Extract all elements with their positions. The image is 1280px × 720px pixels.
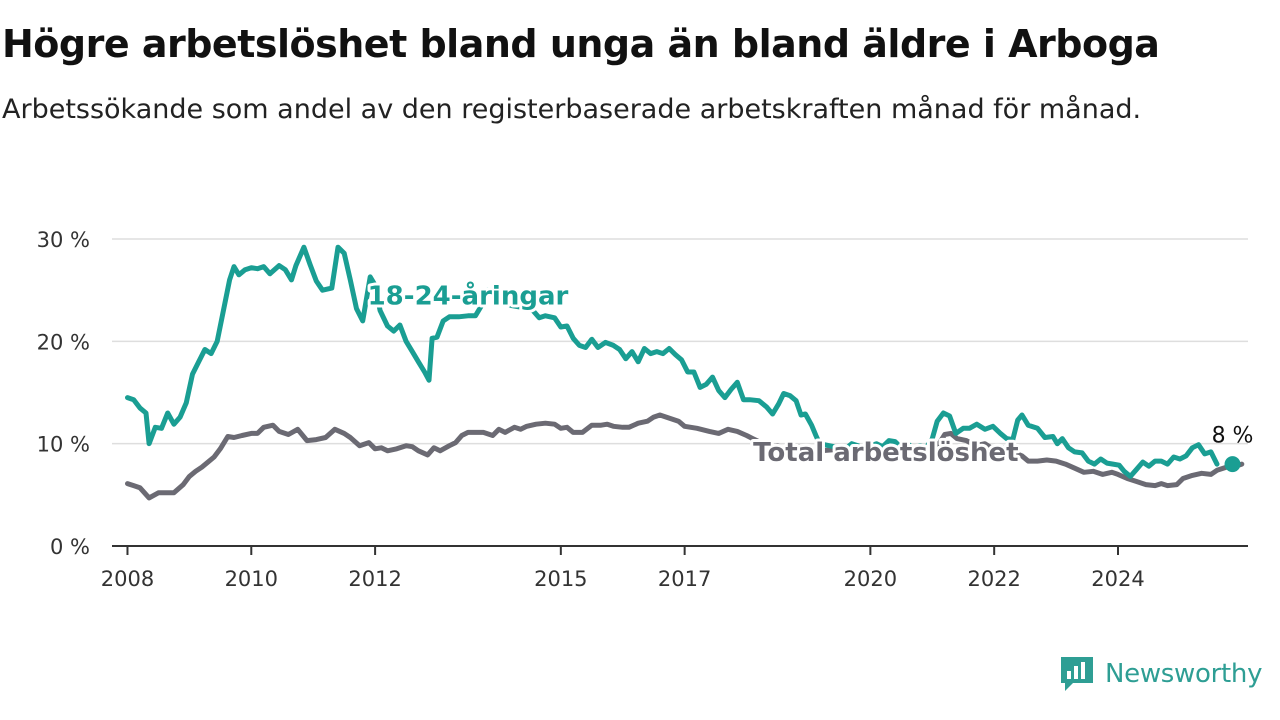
x-tick-label: 2015 [534,567,587,591]
page-subtitle: Arbetssökande som andel av den registerb… [2,94,1142,125]
y-tick-label: 20 % [37,330,90,354]
x-tick-label: 2022 [967,567,1020,591]
series-lines [125,244,1245,501]
y-tick-label: 30 % [37,228,90,252]
series-line-total [125,412,1245,501]
brand-name: Newsworthy [1105,659,1263,689]
x-tick-label: 2020 [844,567,897,591]
y-tick-label: 10 % [37,433,90,457]
x-tick-label: 2008 [101,567,154,591]
series-label: Total arbetslöshet [753,438,1018,468]
series-line-youth [125,244,1220,479]
x-tick-label: 2017 [658,567,711,591]
page-title: Högre arbetslöshet bland unga än bland ä… [2,22,1160,66]
end-value-label: 8 % [1212,424,1254,449]
newsworthy-logo-icon [1061,657,1093,691]
y-axis-ticks: 0 % 10 % 20 % 30 % [37,228,90,559]
x-tick-label: 2012 [348,567,401,591]
x-tick-label: 2010 [225,567,278,591]
series-label: 18-24-åringar [368,279,569,311]
x-axis: 2008 2010 2012 2015 2017 2020 2022 2024 [101,545,1248,591]
y-tick-label: 0 % [50,535,90,559]
series-labels: 18-24-åringar Total arbetslöshet 8 % [365,276,1254,471]
brand: Newsworthy [1059,655,1262,693]
end-point-marker [1224,456,1241,473]
x-tick-label: 2024 [1091,567,1144,591]
